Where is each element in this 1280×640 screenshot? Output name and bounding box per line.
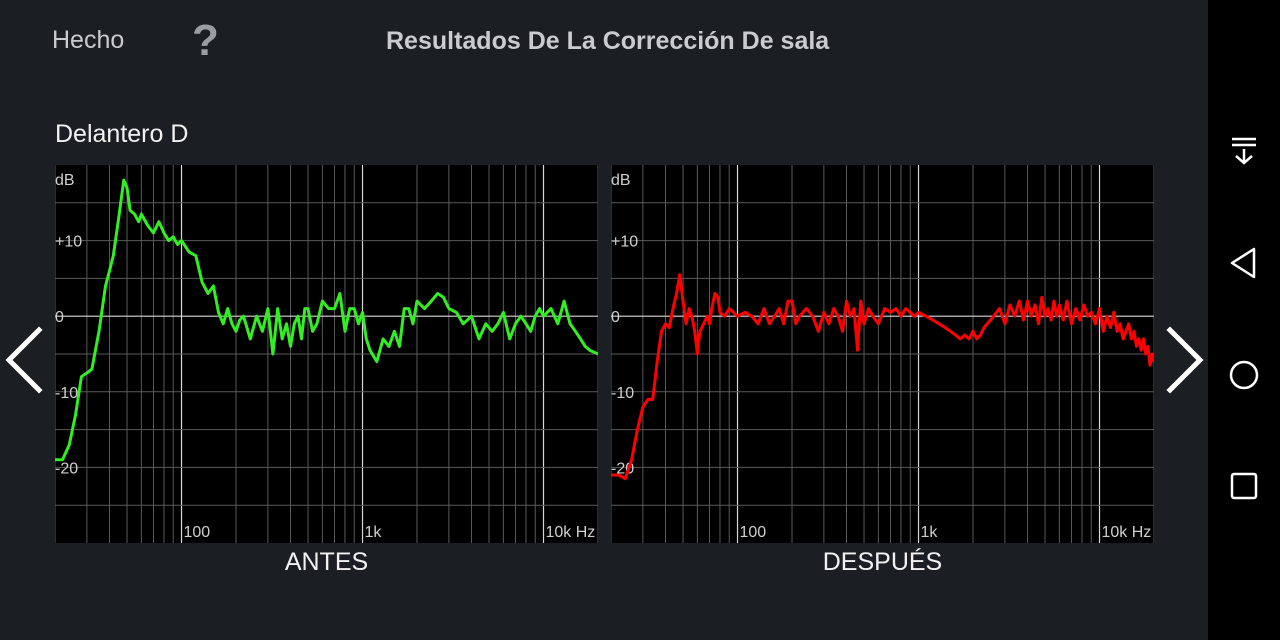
notification-pulldown-icon	[1232, 137, 1256, 165]
chart-before: dB +10 0 -10 -20 100 1k 10k Hz	[55, 165, 598, 543]
x-tick-label: 1k	[365, 524, 383, 541]
after-response-line	[611, 273, 1154, 481]
after-grid	[611, 165, 1154, 543]
y-tick-label: 0	[611, 309, 620, 326]
y-unit-label: dB	[55, 172, 75, 189]
x-tick-label: 100	[740, 524, 767, 541]
x-tick-label: 100	[184, 524, 211, 541]
notification-pulldown-button[interactable]	[1224, 131, 1264, 171]
chevron-left-icon	[5, 326, 43, 394]
home-circle-icon	[1229, 360, 1259, 390]
y-tick-label: -10	[55, 385, 78, 402]
back-triangle-icon	[1230, 247, 1256, 279]
before-grid	[55, 165, 598, 543]
chart-after-caption: DESPUÉS	[822, 548, 943, 576]
y-tick-label: -20	[55, 460, 78, 477]
system-nav-bar	[1208, 0, 1280, 640]
home-button[interactable]	[1224, 355, 1264, 395]
recents-button[interactable]	[1224, 466, 1264, 506]
y-unit-label: dB	[611, 172, 631, 189]
channel-label: Delantero D	[55, 120, 189, 148]
back-button[interactable]	[1224, 243, 1264, 283]
page-title: Resultados De La Corrección De sala	[386, 27, 830, 55]
done-button[interactable]: Hecho	[52, 26, 125, 54]
recents-square-icon	[1230, 472, 1258, 500]
y-tick-label: -10	[611, 385, 634, 402]
x-tick-label: 10k Hz	[1102, 524, 1152, 541]
x-tick-label: 10k Hz	[546, 524, 596, 541]
help-button[interactable]: ?	[192, 16, 219, 65]
chart-before-caption: ANTES	[284, 548, 369, 576]
chart-before-svg: dB +10 0 -10 -20 100 1k 10k Hz	[55, 165, 598, 543]
chart-after: dB +10 0 -10 -20 100 1k 10k Hz	[611, 165, 1154, 543]
y-tick-label: 0	[55, 309, 64, 326]
chevron-right-icon	[1166, 326, 1204, 394]
before-response-line	[55, 178, 598, 462]
y-tick-label: +10	[611, 234, 638, 251]
previous-arrow-button[interactable]	[3, 326, 47, 394]
y-tick-label: +10	[55, 234, 82, 251]
next-arrow-button[interactable]	[1162, 326, 1206, 394]
x-tick-label: 1k	[921, 524, 939, 541]
